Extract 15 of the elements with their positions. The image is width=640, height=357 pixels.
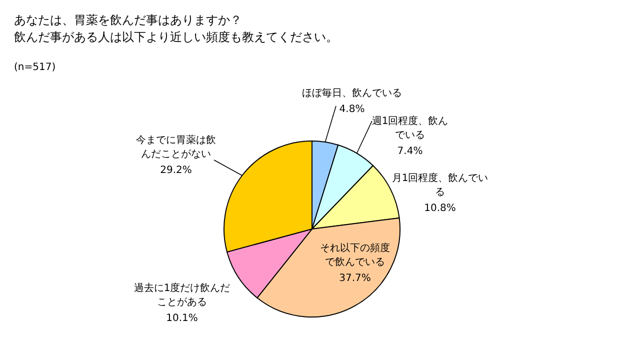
chart-title: あなたは、胃薬を飲んだ事はありますか？ bbox=[14, 13, 242, 27]
data-label: 10.1% bbox=[166, 313, 198, 324]
slice-label: 週1回程度、飲んでいる bbox=[372, 115, 448, 141]
text: (n=517) bbox=[14, 62, 56, 73]
slice-label: 月1回程度、飲んでいる bbox=[392, 172, 488, 198]
slice-label: それ以下の頻度で飲んでいる bbox=[320, 242, 390, 268]
slice-label: 過去に1度だけ飲んだことがある bbox=[134, 282, 230, 308]
slice-label: 今までに胃薬は飲んだことがない bbox=[136, 134, 216, 160]
data-label: 37.7% bbox=[339, 273, 371, 284]
data-label: 4.8% bbox=[339, 104, 365, 115]
data-label: 10.8% bbox=[424, 203, 456, 214]
slice-label: ほぼ毎日、飲んでいる bbox=[302, 87, 402, 99]
data-label: 7.4% bbox=[397, 146, 423, 157]
data-label: 29.2% bbox=[160, 165, 192, 176]
chart-subtitle: 飲んだ事がある人は以下より近しい頻度も教えてください。 bbox=[14, 30, 338, 44]
